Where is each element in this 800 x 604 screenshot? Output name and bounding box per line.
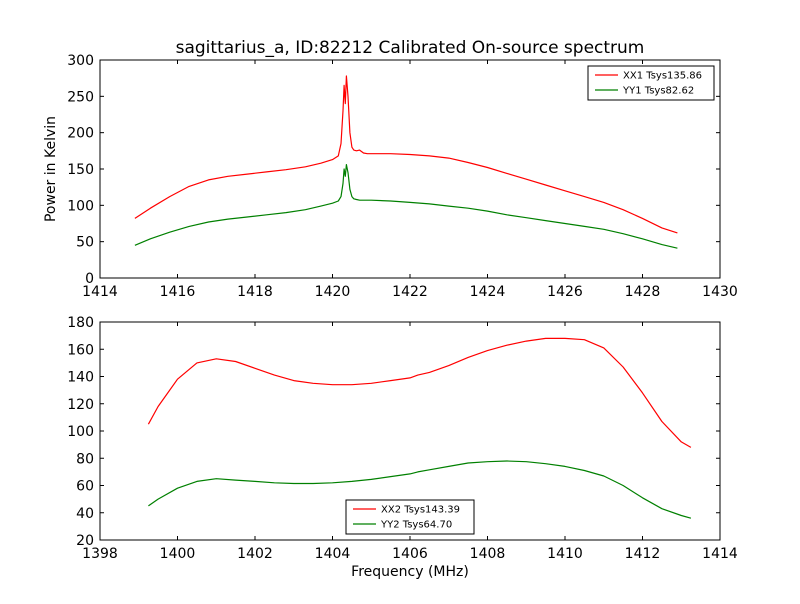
x-tick-label: 1402	[237, 546, 273, 562]
x-tick-label: 1420	[315, 284, 351, 300]
top-panel: 1414 1416 1418 1420 1422 1424 1426 1428 1430 0 50 1…	[67, 53, 738, 300]
x-tick-label: 1422	[392, 284, 428, 300]
y-tick-label: 20	[76, 533, 94, 549]
series-line-1	[147, 337, 692, 448]
series-group	[147, 337, 692, 519]
x-tick-label: 1406	[392, 546, 428, 562]
legend-entry-label: XX1 Tsys135.86	[623, 71, 702, 82]
legend-box	[587, 65, 715, 101]
chart-title: sagittarius_a, ID:82212 Calibrated On-so…	[176, 38, 645, 58]
legend-entry-label: YY1 Tsys82.62	[622, 86, 694, 97]
series-line-2	[134, 164, 678, 249]
x-tick-label: 1412	[625, 546, 661, 562]
x-tick-label: 1410	[547, 546, 583, 562]
x-tick-label: 1408	[470, 546, 506, 562]
y-tick-label: 80	[76, 451, 94, 467]
y-tick-label: 250	[67, 89, 94, 105]
y-axis-label: Power in Kelvin	[43, 116, 59, 222]
x-tick-label: 1418	[237, 284, 273, 300]
x-tick-label: 1398	[82, 546, 118, 562]
legend: XX2 Tsys143.39 YY2 Tsys64.70	[345, 499, 475, 535]
y-tick-label: 160	[67, 342, 94, 358]
legend-entry-label: YY2 Tsys64.70	[380, 520, 452, 531]
x-tick-label: 1424	[470, 284, 506, 300]
y-tick-label: 120	[67, 397, 94, 413]
x-tick-label: 1428	[625, 284, 661, 300]
x-tick-label: 1404	[315, 546, 351, 562]
series-line-1	[134, 75, 678, 234]
x-tick-label: 1426	[547, 284, 583, 300]
y-tick-label: 140	[67, 370, 94, 386]
x-tick-label: 1400	[160, 546, 196, 562]
y-tick-label: 60	[76, 479, 94, 495]
x-tick-label: 1430	[702, 284, 738, 300]
series-line-2	[148, 460, 692, 519]
y-tick-label: 0	[85, 271, 94, 287]
y-tick-label: 150	[67, 162, 94, 178]
legend-box	[345, 499, 475, 535]
bottom-panel: 1398 1400 1402 1404 1406 1408 1410 1412 1414 20 40…	[67, 315, 738, 562]
x-tick-label: 1416	[160, 284, 196, 300]
x-axis-label: Frequency (MHz)	[351, 564, 469, 580]
y-tick-label: 300	[67, 53, 94, 69]
x-tick-label: 1414	[82, 284, 118, 300]
y-tick-label: 100	[67, 424, 94, 440]
y-tick-label: 180	[67, 315, 94, 331]
x-tick-label: 1414	[702, 546, 738, 562]
y-tick-label: 100	[67, 198, 94, 214]
legend-entry-label: XX2 Tsys143.39	[381, 505, 460, 516]
y-tick-label: 50	[76, 235, 94, 251]
y-tick-label: 40	[76, 506, 94, 522]
series-group	[134, 75, 678, 249]
y-tick-label: 200	[67, 126, 94, 142]
legend: XX1 Tsys135.86 YY1 Tsys82.62	[587, 65, 715, 101]
